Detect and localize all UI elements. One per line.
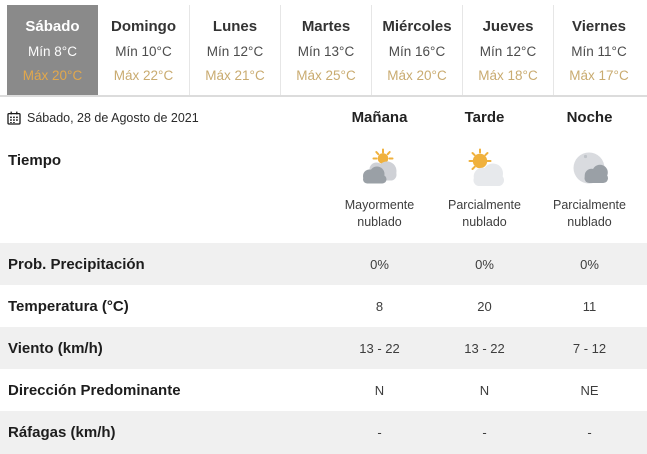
column-header-tarde: Tarde <box>464 109 505 126</box>
tab-day-label: Sábado <box>25 17 80 35</box>
cell-value: NE <box>580 382 599 398</box>
cell-value: 11 <box>582 298 597 314</box>
row-label: Tiempo <box>8 152 62 169</box>
tab-max-temp: Máx 20°C <box>22 67 83 83</box>
forecast-day-tabs: Sábado Mín 8°C Máx 20°C Domingo Mín 10°C… <box>0 0 647 97</box>
column-header-noche: Noche <box>566 109 613 126</box>
table-row-temperatura: Temperatura (°C) 8 20 11 <box>0 285 647 327</box>
tab-min-temp: Mín 12°C <box>206 43 264 59</box>
tab-max-temp: Máx 21°C <box>205 67 265 83</box>
table-row-direccion: Dirección Predominante N N NE <box>0 369 647 411</box>
condition-caption: Parcialmente nublado <box>553 198 626 229</box>
cell-value: - <box>587 425 592 440</box>
tab-min-temp: Mín 13°C <box>297 43 355 59</box>
table-row-precipitacion: Prob. Precipitación 0% 0% 0% <box>0 243 647 285</box>
date-text: Sábado, 28 de Agosto de 2021 <box>27 110 199 125</box>
table-row-viento: Viento (km/h) 13 - 22 13 - 22 7 - 12 <box>0 327 647 369</box>
sun-behind-clouds-icon <box>362 148 396 184</box>
tab-min-temp: Mín 12°C <box>479 43 537 59</box>
weather-cell-tarde: Parcialmente nublado <box>432 138 537 231</box>
tab-miercoles[interactable]: Miércoles Mín 16°C Máx 20°C <box>371 5 462 95</box>
tab-day-label: Viernes <box>572 17 626 35</box>
tab-min-temp: Mín 10°C <box>115 43 172 59</box>
tab-day-label: Lunes <box>212 17 258 35</box>
cell-value: 13 - 22 <box>464 340 505 356</box>
row-label: Viento (km/h) <box>8 339 103 357</box>
table-row-tiempo: Tiempo <box>0 138 647 243</box>
tab-domingo[interactable]: Domingo Mín 10°C Máx 22°C <box>98 5 189 95</box>
tab-day-label: Miércoles <box>382 17 452 35</box>
row-label: Dirección Predominante <box>8 381 181 399</box>
tab-max-temp: Máx 17°C <box>569 67 629 83</box>
calendar-icon <box>7 111 21 125</box>
table-row-rafagas: Ráfagas (km/h) - - - <box>0 411 647 454</box>
cell-value: 0% <box>370 256 389 272</box>
cloudy-night-icon <box>573 152 608 184</box>
tab-min-temp: Mín 16°C <box>388 43 446 59</box>
tab-lunes[interactable]: Lunes Mín 12°C Máx 21°C <box>189 5 280 95</box>
cell-value: 20 <box>477 298 492 314</box>
tab-max-temp: Máx 20°C <box>387 67 447 83</box>
column-header-manana: Mañana <box>351 109 408 126</box>
cell-value: 8 <box>375 298 384 314</box>
cell-value: 0% <box>475 256 494 272</box>
weather-cell-manana: Mayormente nublado <box>327 138 432 231</box>
tab-viernes[interactable]: Viernes Mín 11°C Máx 17°C <box>553 5 644 95</box>
tab-jueves[interactable]: Jueves Mín 12°C Máx 18°C <box>462 5 553 95</box>
tab-max-temp: Máx 22°C <box>113 67 174 83</box>
row-label: Prob. Precipitación <box>8 255 145 273</box>
tab-min-temp: Mín 8°C <box>28 43 77 59</box>
sun-behind-cloud-icon <box>468 148 504 186</box>
tab-min-temp: Mín 11°C <box>571 43 627 59</box>
tab-max-temp: Máx 18°C <box>478 67 538 83</box>
cell-value: 13 - 22 <box>359 340 400 356</box>
tab-day-label: Jueves <box>482 17 534 35</box>
cell-value: - <box>377 425 382 440</box>
tab-sabado[interactable]: Sábado Mín 8°C Máx 20°C <box>7 5 98 95</box>
condition-caption: Mayormente nublado <box>344 198 415 229</box>
selected-date: Sábado, 28 de Agosto de 2021 <box>0 111 327 125</box>
tab-max-temp: Máx 25°C <box>296 67 356 83</box>
cell-value: N <box>374 382 385 398</box>
cell-value: N <box>479 382 490 398</box>
date-period-header: Sábado, 28 de Agosto de 2021 Mañana Tard… <box>0 97 647 138</box>
tab-day-label: Martes <box>301 17 351 35</box>
tab-day-label: Domingo <box>111 17 176 35</box>
cell-value: 0% <box>580 256 599 272</box>
tab-martes[interactable]: Martes Mín 13°C Máx 25°C <box>280 5 371 95</box>
cell-value: - <box>482 425 487 440</box>
condition-caption: Parcialmente nublado <box>448 198 521 229</box>
weather-cell-noche: Parcialmente nublado <box>537 138 642 231</box>
cell-value: 7 - 12 <box>572 340 607 356</box>
row-label: Temperatura (°C) <box>8 297 129 315</box>
row-label: Ráfagas (km/h) <box>8 424 116 441</box>
